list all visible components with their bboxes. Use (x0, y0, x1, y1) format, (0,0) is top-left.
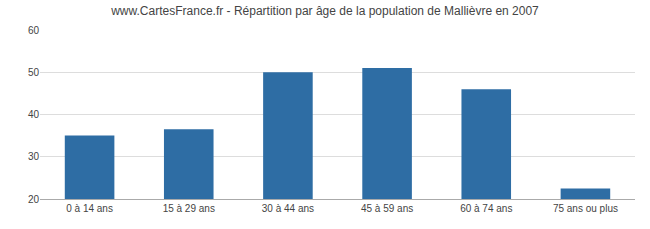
svg-text:60: 60 (28, 25, 40, 36)
svg-text:www.CartesFrance.fr - Répartit: www.CartesFrance.fr - Répartition par âg… (110, 4, 539, 18)
svg-text:30 à 44 ans: 30 à 44 ans (262, 203, 314, 214)
svg-text:40: 40 (28, 109, 40, 120)
svg-text:45 à 59 ans: 45 à 59 ans (361, 203, 413, 214)
svg-text:50: 50 (28, 67, 40, 78)
svg-text:15 à 29 ans: 15 à 29 ans (163, 203, 215, 214)
svg-text:0 à 14 ans: 0 à 14 ans (66, 203, 113, 214)
svg-text:75 ans ou plus: 75 ans ou plus (553, 203, 618, 214)
svg-text:60 à 74 ans: 60 à 74 ans (460, 203, 512, 214)
svg-text:30: 30 (28, 151, 40, 162)
svg-text:20: 20 (28, 194, 40, 205)
